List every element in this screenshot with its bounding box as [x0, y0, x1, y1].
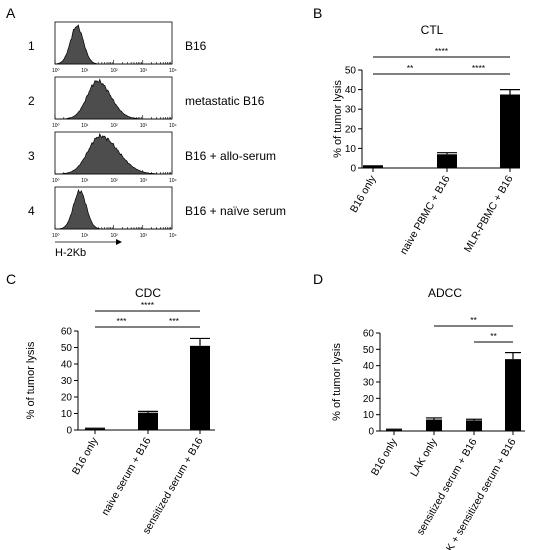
histogram-tick-label: 10⁴ [169, 68, 177, 74]
y-tick-label: 30 [363, 378, 375, 389]
chart-title: CTL [421, 23, 444, 37]
histogram-distribution [54, 24, 172, 65]
y-axis-label: % of tumor lysis [332, 80, 344, 158]
row-label: metastatic B16 [185, 94, 265, 108]
histogram-tick-label: 10⁰ [52, 233, 60, 239]
histogram-panel: 1 B16 10⁰ 10¹ 10² 10³ 10⁴ 2 metastatic B16 10⁰ 10¹… [28, 21, 286, 259]
histogram-tick-label: 10¹ [81, 68, 89, 74]
row-label: B16 + naïve serum [185, 204, 286, 218]
significance-label: *** [169, 316, 180, 326]
significance-label: **** [472, 63, 486, 73]
histogram-distribution [55, 188, 172, 230]
significance-label: ** [470, 315, 477, 325]
significance-label: **** [141, 300, 155, 310]
bar [505, 359, 521, 431]
histogram-tick-label: 10⁴ [169, 178, 177, 184]
xaxis-arrowhead [116, 239, 122, 245]
y-axis-label: % of tumor lysis [331, 343, 343, 421]
significance-label: ** [407, 63, 414, 73]
y-tick-label: 20 [61, 393, 73, 404]
panel-letter-b: B [313, 5, 322, 21]
y-tick-label: 30 [61, 376, 73, 387]
category-label: B16 only [348, 173, 379, 215]
ctl-bar-chart: CTL 0 10 20 30 40 50% of tumor lysis B16 only na… [332, 23, 520, 257]
y-tick-label: 60 [363, 329, 375, 340]
chart-title: ADCC [428, 286, 462, 300]
y-tick-label: 20 [363, 394, 375, 405]
y-axis-label: % of tumor lysis [25, 341, 37, 419]
bar [437, 154, 457, 168]
y-tick-label: 40 [363, 361, 375, 372]
bar [190, 345, 210, 430]
bar [138, 412, 158, 430]
histogram-tick-label: 10³ [140, 68, 148, 74]
histogram-tick-label: 10⁰ [52, 178, 60, 184]
significance-label: ** [490, 331, 497, 341]
histogram-tick-label: 10¹ [81, 123, 89, 129]
y-tick-label: 10 [363, 410, 375, 421]
row-label: B16 + allo-serum [185, 149, 276, 163]
histogram-tick-label: 10⁰ [52, 123, 60, 129]
y-tick-label: 40 [61, 360, 73, 371]
cdc-bar-chart: CDC 0 10 20 30 40 50 60 % of tumor lysis B16 only… [25, 286, 215, 536]
row-number: 3 [28, 149, 35, 163]
histogram-tick-label: 10⁴ [169, 123, 177, 129]
adcc-bar-chart: ADCC 0 10 20 30 40 50 60 % of tumor lysis B16 onl… [331, 286, 525, 550]
category-label: B16 only [70, 435, 101, 477]
category-label: MLR-PBMC + B16 [462, 173, 516, 254]
y-tick-label: 60 [61, 327, 73, 338]
histogram-tick-label: 10¹ [81, 233, 89, 239]
y-tick-label: 10 [345, 144, 357, 155]
bar [466, 420, 482, 431]
panel-letter-c: C [6, 271, 16, 287]
panel-letter-a: A [6, 5, 16, 21]
row-label: B16 [185, 39, 207, 53]
y-tick-label: 0 [368, 427, 374, 438]
row-number: 1 [28, 39, 35, 53]
y-tick-label: 0 [350, 164, 356, 175]
histogram-tick-label: 10² [111, 68, 119, 74]
histogram-distribution [54, 132, 172, 175]
histogram-tick-label: 10³ [140, 233, 148, 239]
histogram-tick-label: 10¹ [81, 178, 89, 184]
histogram-tick-label: 10² [111, 178, 119, 184]
bar [363, 166, 383, 168]
y-tick-label: 50 [61, 343, 73, 354]
category-label: naive serum + B16 [99, 435, 153, 517]
histogram-tick-label: 10² [111, 233, 119, 239]
bar [500, 94, 520, 168]
histogram-tick-label: 10³ [140, 123, 148, 129]
bar [85, 428, 105, 430]
category-label: LAK only [408, 436, 440, 479]
histogram-tick-label: 10² [111, 123, 119, 129]
significance-label: *** [117, 316, 128, 326]
histogram-tick-label: 10⁴ [169, 233, 177, 239]
histogram-xlabel: H-2Kb [55, 247, 86, 259]
histogram-distribution [55, 78, 172, 120]
category-label: B16 only [369, 436, 400, 478]
y-tick-label: 50 [345, 66, 357, 77]
category-label: naive PBMC + B16 [398, 173, 453, 256]
bar [426, 419, 442, 431]
panel-letter-d: D [313, 271, 323, 287]
histogram-tick-label: 10³ [140, 178, 148, 184]
chart-title: CDC [135, 286, 161, 300]
y-tick-label: 40 [345, 85, 357, 96]
significance-label: **** [435, 46, 449, 56]
histogram-tick-label: 10⁰ [52, 68, 60, 74]
bar [386, 429, 402, 431]
row-number: 4 [28, 204, 35, 218]
y-tick-label: 50 [363, 345, 375, 356]
y-tick-label: 10 [61, 409, 73, 420]
category-label: sensitized serum + B16 [140, 435, 205, 536]
y-tick-label: 20 [345, 124, 357, 135]
y-tick-label: 0 [66, 426, 72, 437]
y-tick-label: 30 [345, 105, 357, 116]
row-number: 2 [28, 94, 35, 108]
